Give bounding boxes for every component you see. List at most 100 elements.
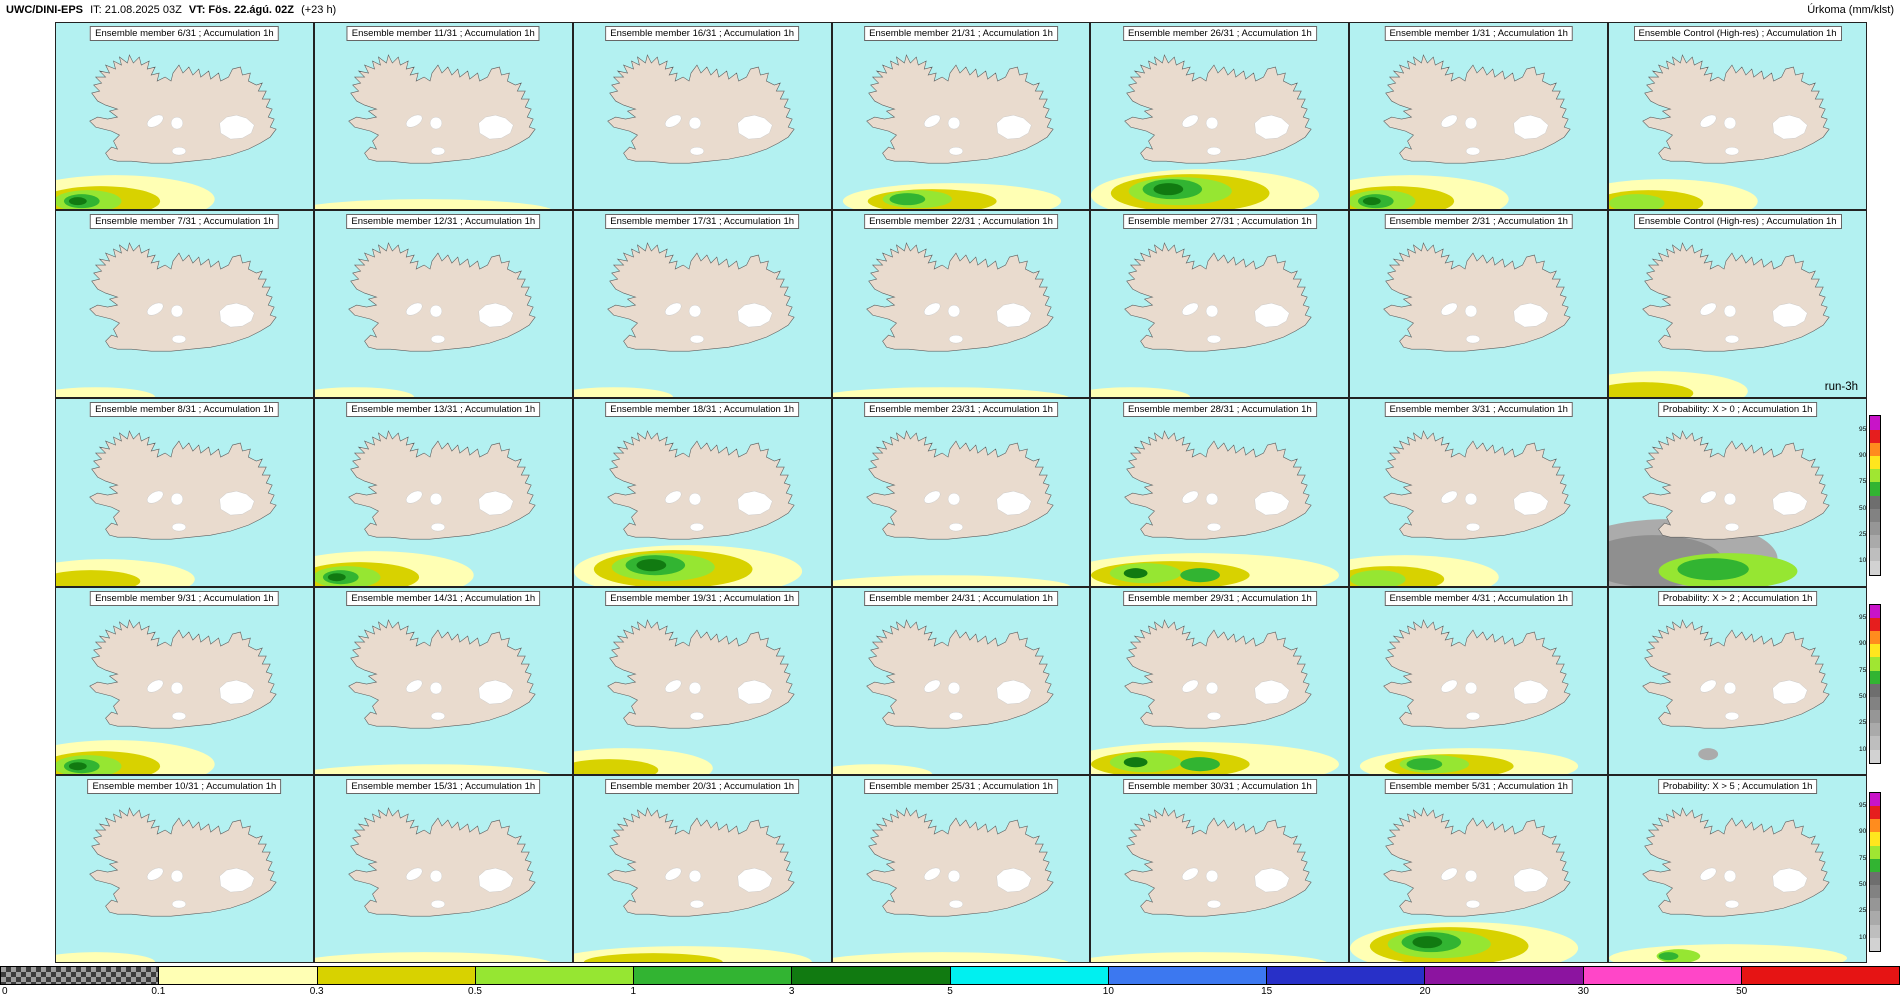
glacier-langjokull [923,867,941,881]
iceland-landmass [348,430,536,540]
iceland-landmass [865,242,1054,352]
precip-field [832,951,1069,962]
glacier-langjokull [664,679,682,693]
glacier-hofsjokull [1465,681,1478,694]
map-panel[interactable]: Ensemble member 15/31 ; Accumulation 1h [313,774,573,963]
glacier-langjokull [1699,114,1717,128]
precip-field [314,951,552,962]
glacier-myrdalsjokull [430,335,445,344]
panel-title: Ensemble member 3/31 ; Accumulation 1h [1384,402,1573,418]
map-panel[interactable]: Ensemble member 30/31 ; Accumulation 1h [1090,774,1350,963]
map-panel[interactable]: Ensemble member 11/31 ; Accumulation 1h [313,22,573,211]
map-panel[interactable]: Ensemble member 8/31 ; Accumulation 1h [55,398,314,587]
iceland-landmass [348,806,536,917]
map-panel[interactable]: Ensemble member 22/31 ; Accumulation 1h [831,210,1091,399]
map-panel[interactable]: Ensemble member 20/31 ; Accumulation 1h [572,774,832,963]
map-panel[interactable]: Ensemble member 21/31 ; Accumulation 1h [831,22,1091,211]
map-panel[interactable]: Ensemble member 4/31 ; Accumulation 1h [1349,586,1609,775]
glaciers [923,867,1032,909]
iceland-landmass [1642,54,1830,164]
map-panel[interactable]: Probability: X > 0 ; Accumulation 1h 95 9… [1608,398,1881,587]
map-panel[interactable]: Ensemble member 2/31 ; Accumulation 1h [1349,210,1609,399]
map-panel[interactable]: Ensemble member 9/31 ; Accumulation 1h [55,586,314,775]
glacier-vatnajokull [478,491,514,516]
map-panel[interactable]: Ensemble member 10/31 ; Accumulation 1h [55,774,314,963]
glacier-myrdalsjokull [1207,899,1222,909]
map-panel[interactable]: Ensemble member 23/31 ; Accumulation 1h [831,398,1091,587]
glacier-hofsjokull [688,493,701,506]
precip-field [1091,387,1191,398]
glacier-langjokull [1441,679,1458,693]
map-panel[interactable]: Ensemble member 26/31 ; Accumulation 1h [1090,22,1350,211]
probability-colorbar-tick: 10 [1859,933,1867,941]
map-panel[interactable]: Ensemble member 18/31 ; Accumulation 1h [572,398,832,587]
glacier-vatnajokull [219,303,255,328]
precip-field [1091,741,1340,774]
glacier-vatnajokull [737,679,773,704]
panel-title: Ensemble member 26/31 ; Accumulation 1h [1122,26,1317,41]
glacier-hofsjokull [429,493,442,506]
probability-colorbar-tick: 90 [1859,828,1867,836]
iceland-map [832,242,1069,398]
glacier-myrdalsjokull [1466,523,1481,532]
map-panel[interactable]: Ensemble member 7/31 ; Accumulation 1h [55,210,314,399]
map-panel[interactable]: Ensemble member 16/31 ; Accumulation 1h [572,22,832,211]
colorbar-tick-label: 10 [1102,986,1114,997]
glaciers [146,302,255,344]
glacier-myrdalsjokull [1724,523,1740,532]
colorbar-segment [474,967,633,984]
map-panel[interactable]: Ensemble member 3/31 ; Accumulation 1h [1349,398,1609,587]
map-panel[interactable]: Ensemble member 14/31 ; Accumulation 1h [313,586,573,775]
map-panel[interactable]: Ensemble member 17/31 ; Accumulation 1h [572,210,832,399]
precip-field [314,387,414,398]
glacier-langjokull [146,867,164,881]
probability-colorbar-tick: 10 [1859,745,1867,753]
precip-colorbar-labels: 0 0.1 0.3 0.5 1 3 5 10 15 20 30 50 [0,986,1900,1000]
colorbar-tick-label: 5 [947,986,953,997]
glacier-hofsjokull [1206,116,1219,130]
map-panel[interactable]: Ensemble member 28/31 ; Accumulation 1h [1090,398,1350,587]
map-panel[interactable]: Ensemble Control (High-res) ; Accumulati… [1608,210,1867,399]
colorbar-segment [633,967,792,984]
map-panel[interactable]: Ensemble Control (High-res) ; Accumulati… [1608,22,1867,211]
glacier-langjokull [1182,491,1199,504]
model-name: UWC/DINI-EPS [6,4,83,16]
precip-field [56,559,195,586]
precip-field [314,199,552,210]
glacier-langjokull [1699,867,1717,881]
map-panel[interactable]: Probability: X > 5 ; Accumulation 1h 95 9… [1608,774,1881,963]
iceland-map [314,54,552,210]
map-panel[interactable]: Ensemble member 25/31 ; Accumulation 1h [831,774,1091,963]
glacier-hofsjokull [170,116,184,130]
glacier-langjokull [1699,679,1717,693]
glaciers [1182,491,1291,532]
glacier-vatnajokull [1254,867,1291,893]
glacier-myrdalsjokull [948,335,963,344]
glacier-myrdalsjokull [1724,711,1740,720]
glacier-myrdalsjokull [948,899,963,909]
probability-colorbar-tick: 25 [1859,907,1867,915]
glacier-vatnajokull [737,491,773,516]
map-panel[interactable]: Ensemble member 12/31 ; Accumulation 1h [313,210,573,399]
glacier-vatnajokull [219,114,255,140]
map-panel[interactable]: Ensemble member 6/31 ; Accumulation 1h [55,22,314,211]
map-panel[interactable]: Probability: X > 2 ; Accumulation 1h 95 9… [1608,586,1881,775]
glaciers [1182,679,1291,720]
probability-colorbar-tick: 95 [1859,613,1867,621]
glacier-langjokull [405,114,423,128]
map-panel[interactable]: Ensemble member 1/31 ; Accumulation 1h [1349,22,1609,211]
glacier-hofsjokull [1206,493,1219,506]
map-panel[interactable]: Ensemble member 5/31 ; Accumulation 1h [1349,774,1609,963]
glacier-myrdalsjokull [689,711,704,720]
iceland-map [1350,806,1579,962]
iceland-landmass [606,242,795,352]
precip-field [56,387,156,398]
glacier-vatnajokull [1513,491,1549,516]
map-panel[interactable]: Ensemble member 19/31 ; Accumulation 1h [572,586,832,775]
map-panel[interactable]: Ensemble member 24/31 ; Accumulation 1h [831,586,1091,775]
glacier-vatnajokull [1772,114,1808,140]
map-panel[interactable]: Ensemble member 29/31 ; Accumulation 1h [1090,586,1350,775]
map-panel[interactable]: Ensemble member 13/31 ; Accumulation 1h [313,398,573,587]
map-panel[interactable]: Ensemble member 27/31 ; Accumulation 1h [1090,210,1350,399]
glacier-vatnajokull [1513,303,1549,328]
